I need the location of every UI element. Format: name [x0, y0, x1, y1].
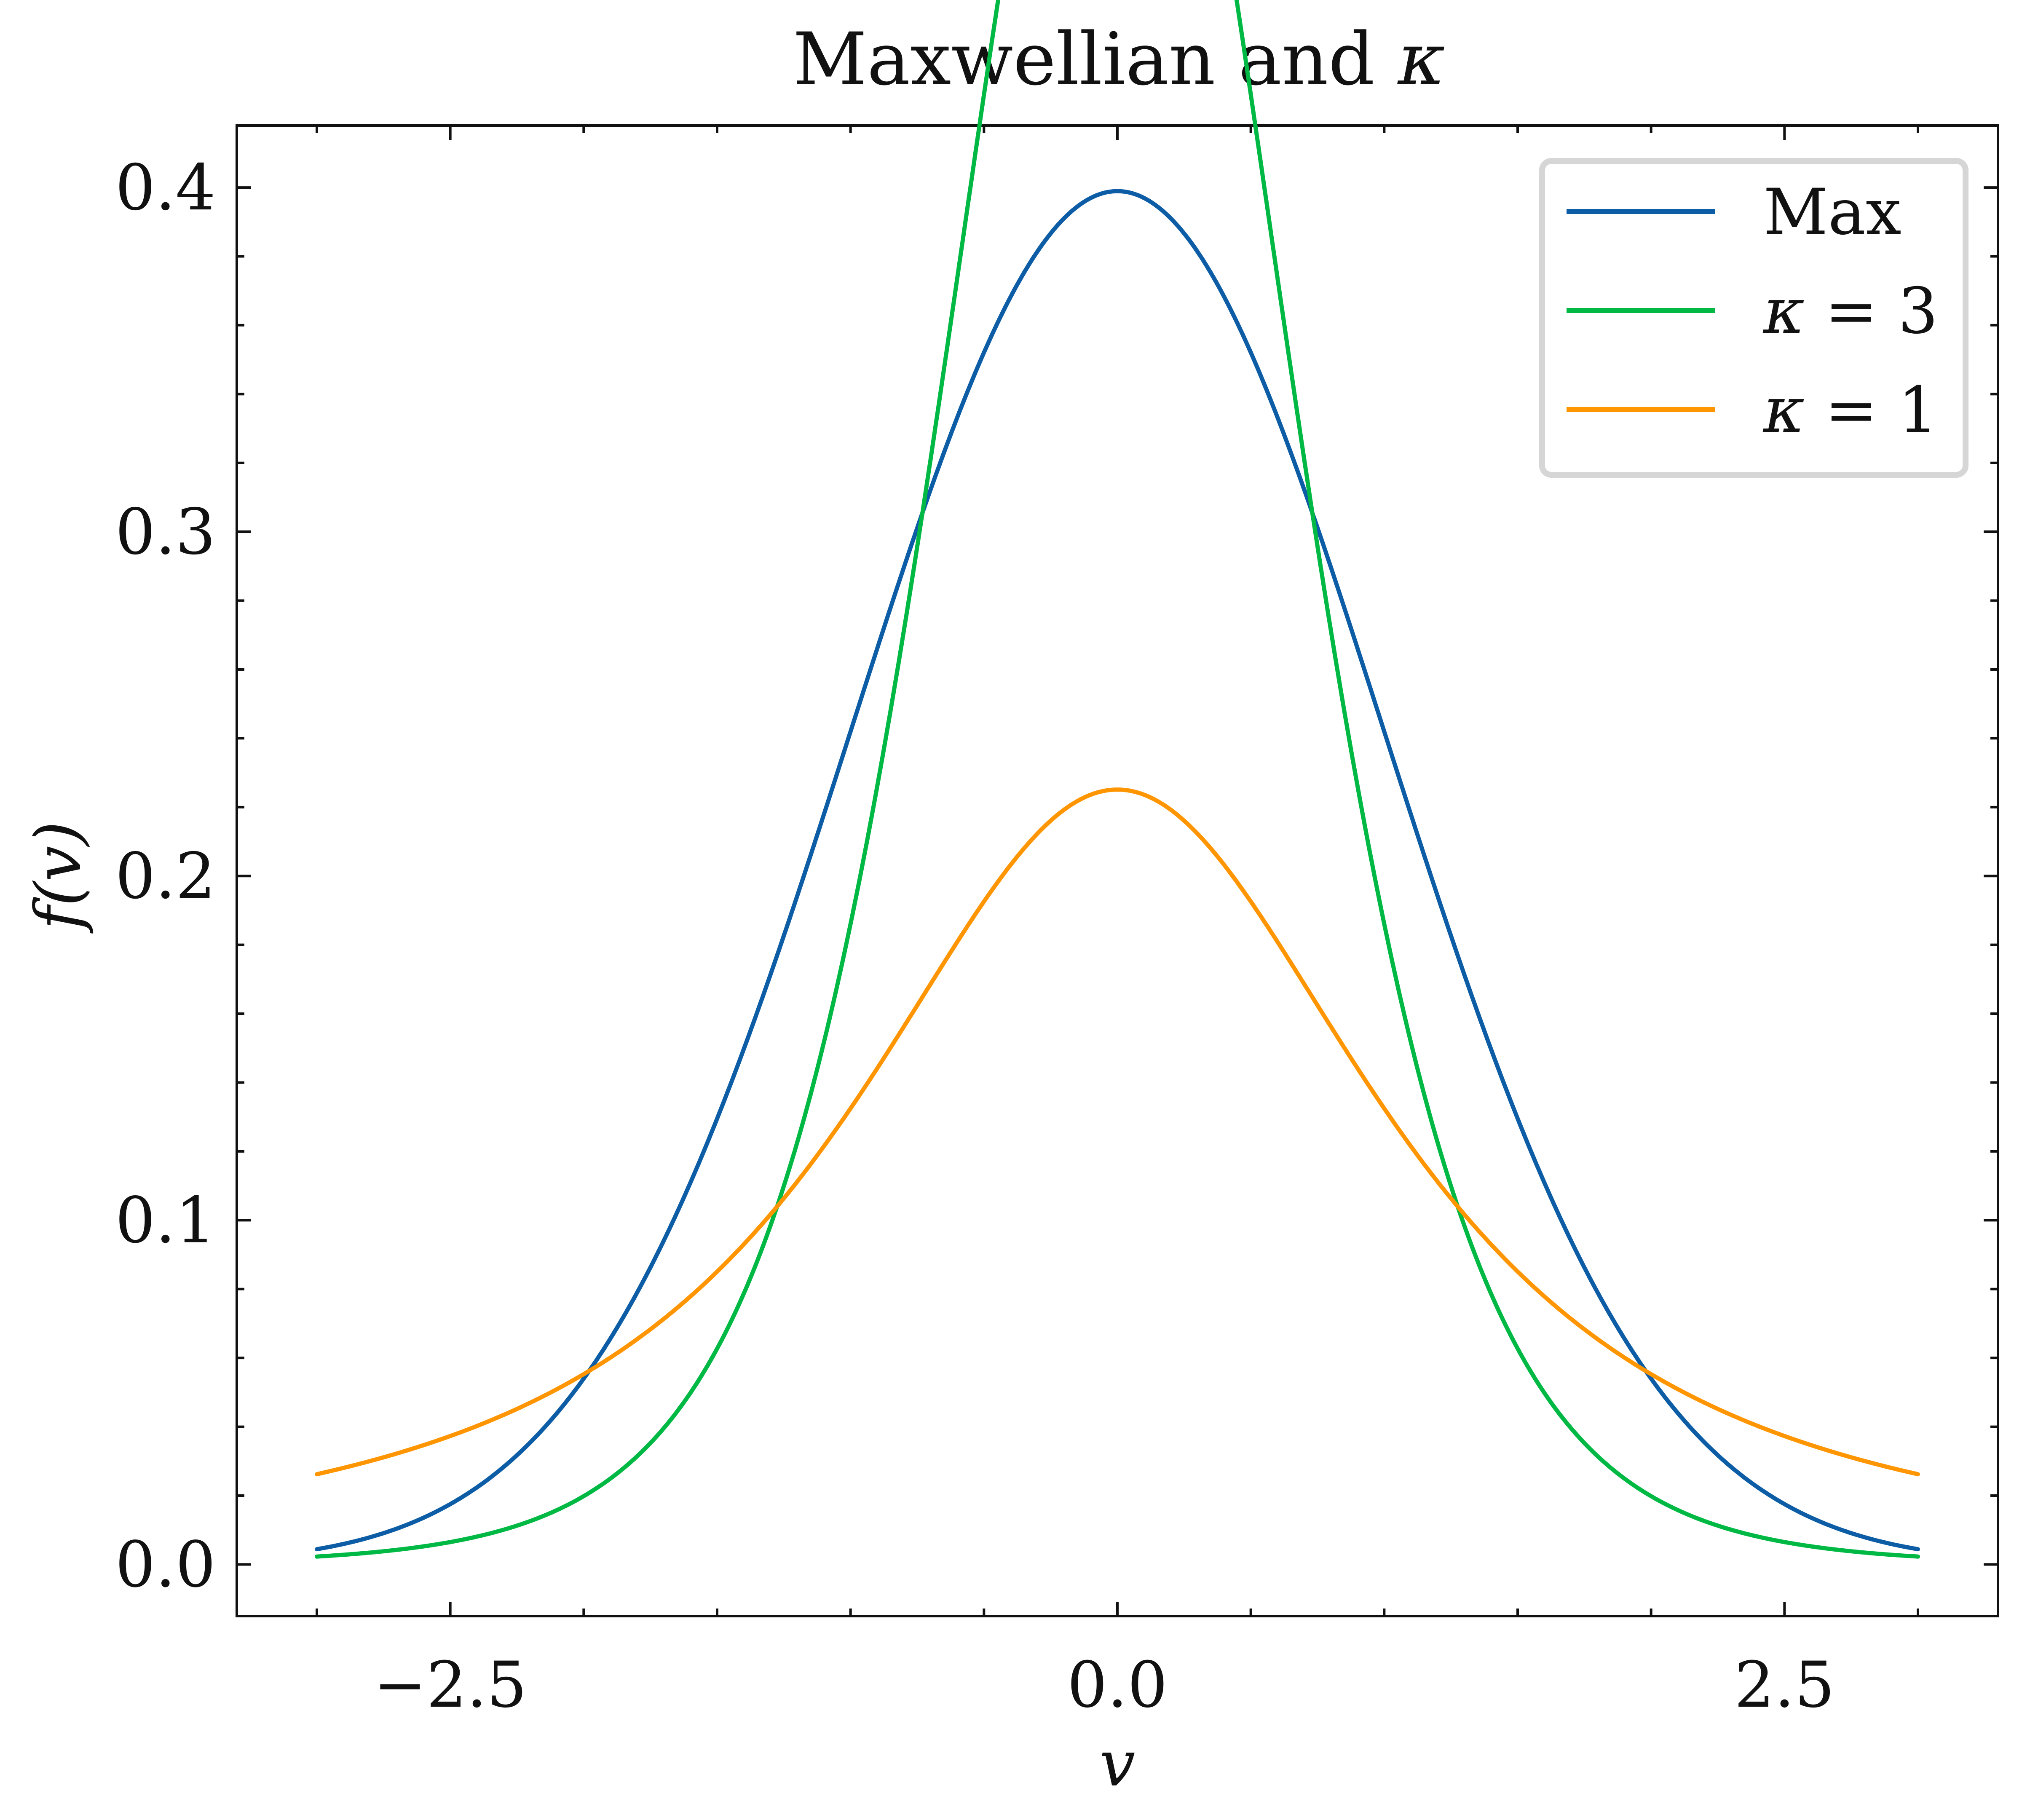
- y-tick-label-2: 0.2: [115, 840, 216, 913]
- legend-label-max: Max: [1763, 176, 1901, 249]
- y-tick-label-4: 0.4: [115, 151, 216, 225]
- x-tick-label-0: −2.5: [374, 1649, 527, 1722]
- x-tick-label-2: 2.5: [1734, 1649, 1835, 1722]
- legend-kappa-1-eq: = 1: [1805, 374, 1938, 447]
- legend: Max κ = 3 κ = 1: [1539, 158, 1968, 478]
- chart-title: Maxwellian and κ: [793, 17, 1446, 102]
- y-axis-label: f(v): [22, 821, 95, 934]
- legend-label-kappa-1: κ = 1: [1762, 374, 1938, 447]
- chart-title-symbol: κ: [1397, 17, 1446, 102]
- x-axis-label: v: [1100, 1727, 1136, 1801]
- y-tick-label-3: 0.3: [115, 495, 216, 569]
- legend-frame: [1539, 158, 1968, 478]
- legend-kappa-1-symbol: κ: [1762, 374, 1805, 447]
- series-lines: [315, 0, 1920, 1559]
- y-axis-ticks: [237, 186, 1998, 1566]
- legend-kappa-3-eq: = 3: [1805, 275, 1938, 348]
- y-tick-label-0: 0.0: [115, 1528, 216, 1601]
- x-axis-tick-labels: −2.5 0.0 2.5: [374, 1649, 1835, 1722]
- chart-title-main: Maxwellian and: [793, 17, 1398, 102]
- legend-kappa-3-symbol: κ: [1762, 275, 1805, 348]
- y-tick-label-1: 0.1: [115, 1184, 216, 1257]
- y-axis-tick-labels: 0.0 0.1 0.2 0.3 0.4: [115, 151, 216, 1601]
- series-line-kappa-3: [315, 0, 1920, 1559]
- series-line-kappa-1: [315, 787, 1920, 1477]
- x-tick-label-1: 0.0: [1067, 1649, 1168, 1722]
- legend-label-kappa-3: κ = 3: [1762, 275, 1938, 348]
- x-axis-ticks: [316, 126, 1919, 1616]
- plot-area: −2.5 0.0 2.5 0.0 0.1 0.2 0.3 0.4: [115, 0, 1999, 1722]
- series-line-max: [315, 189, 1920, 1552]
